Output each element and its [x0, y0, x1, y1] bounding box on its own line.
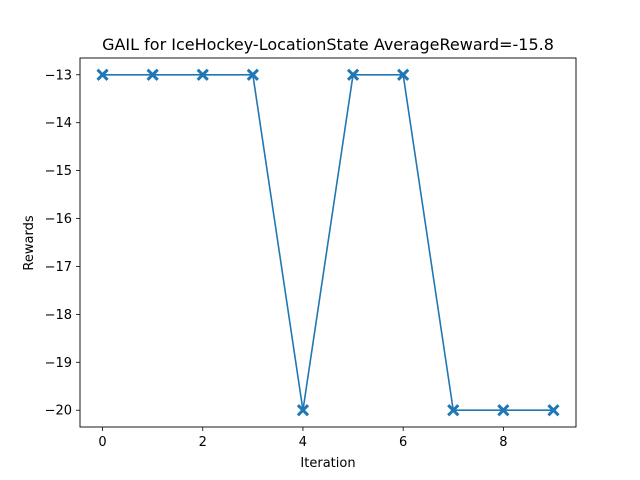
x-tick-label: 6	[399, 435, 407, 450]
y-tick-label: −20	[45, 404, 72, 419]
y-tick-label: −13	[45, 68, 72, 83]
series-line	[102, 73, 554, 412]
data-point	[397, 68, 410, 81]
data-point	[146, 68, 159, 81]
data-point	[196, 68, 209, 81]
data-point	[296, 404, 310, 417]
data-point	[547, 404, 560, 417]
y-tick-label: −18	[45, 308, 72, 323]
x-tick-label: 2	[199, 435, 207, 450]
x-axis-label: Iteration	[300, 456, 355, 471]
data-point	[246, 68, 259, 81]
x-tick-label: 0	[98, 435, 106, 450]
y-tick-label: −19	[45, 356, 72, 371]
x-tick-label: 4	[299, 435, 307, 450]
x-ticks: 0 2 4 6 8	[98, 427, 507, 450]
chart-title: GAIL for IceHockey-LocationState Average…	[102, 35, 554, 54]
y-tick-label: −14	[45, 116, 72, 131]
x-tick-label: 8	[499, 435, 507, 450]
y-axis-label: Rewards	[22, 215, 37, 270]
y-ticks: −13 −14 −15 −16 −17 −18 −19 −20	[45, 68, 80, 419]
y-tick-label: −15	[45, 164, 72, 179]
plot-frame	[79, 57, 577, 428]
y-tick-label: −17	[45, 260, 72, 275]
data-point	[96, 68, 109, 81]
data-point	[447, 404, 460, 417]
data-point	[346, 68, 360, 81]
data-series	[96, 68, 560, 417]
data-point	[497, 404, 510, 417]
y-tick-label: −16	[45, 212, 72, 227]
